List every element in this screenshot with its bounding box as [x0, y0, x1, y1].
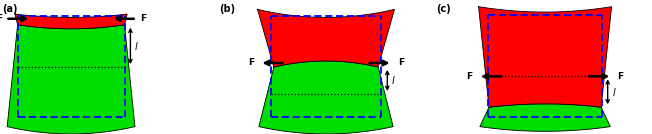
Polygon shape — [258, 9, 394, 67]
Polygon shape — [15, 14, 127, 29]
Text: $l$: $l$ — [134, 40, 139, 52]
Text: F: F — [398, 58, 404, 68]
Polygon shape — [480, 104, 610, 131]
Text: F: F — [140, 14, 146, 23]
Polygon shape — [7, 25, 135, 134]
Text: (a): (a) — [3, 4, 18, 14]
Text: F: F — [617, 72, 623, 81]
Text: $l$: $l$ — [612, 86, 616, 98]
Text: (c): (c) — [436, 4, 451, 14]
Polygon shape — [259, 61, 393, 134]
Text: F: F — [248, 58, 254, 68]
Text: F: F — [467, 72, 473, 81]
Text: (b): (b) — [219, 4, 235, 14]
Polygon shape — [479, 7, 612, 107]
Text: F: F — [0, 14, 2, 23]
Text: $l$: $l$ — [391, 74, 396, 86]
